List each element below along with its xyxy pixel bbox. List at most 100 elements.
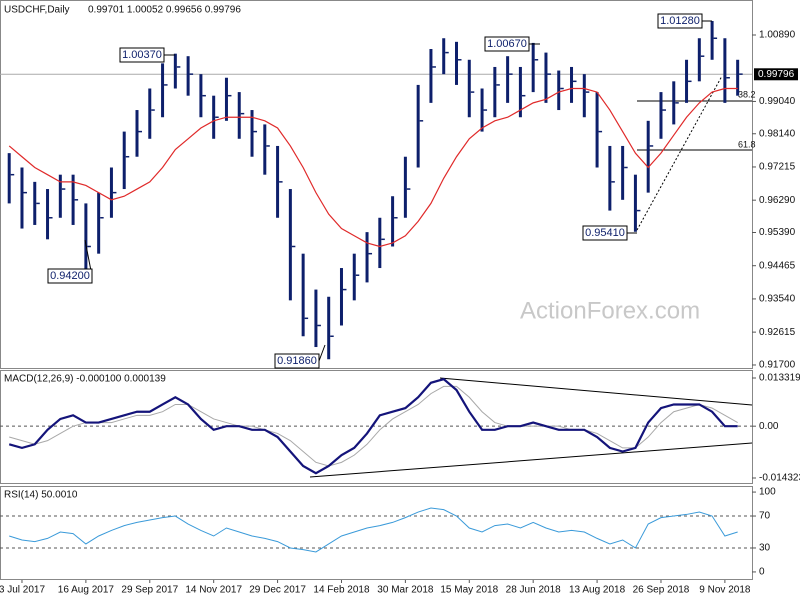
price-bar bbox=[46, 189, 50, 240]
price-bar bbox=[122, 131, 126, 190]
price-bar bbox=[263, 124, 267, 175]
price-bar bbox=[339, 268, 343, 326]
price-bar bbox=[33, 181, 37, 225]
y-tick-label: 0.96290 bbox=[759, 195, 796, 206]
price-bar bbox=[288, 189, 292, 301]
rsi-line bbox=[9, 507, 738, 553]
price-bar bbox=[212, 95, 216, 139]
callout-label: 1.00370 bbox=[122, 49, 162, 61]
price-bar bbox=[582, 74, 586, 118]
watermark: ActionForex.com bbox=[520, 297, 700, 324]
macd-label: MACD(12,26,9) -0.000100 0.000139 bbox=[4, 374, 166, 385]
price-bar bbox=[608, 145, 612, 211]
y-tick-label: 0.93540 bbox=[759, 294, 796, 305]
fib-label: 61.8 bbox=[738, 139, 756, 149]
x-tick-label: 3 Jul 2017 bbox=[0, 585, 45, 596]
price-bar bbox=[736, 59, 740, 96]
y-tick-label: 0.013319 bbox=[759, 373, 800, 384]
y-tick-label: 0.97215 bbox=[759, 162, 796, 173]
price-bar bbox=[58, 174, 62, 218]
price-bar bbox=[595, 92, 599, 168]
x-tick-label: 30 Mar 2018 bbox=[377, 585, 434, 596]
x-tick-label: 16 Aug 2017 bbox=[58, 585, 115, 596]
price-bar bbox=[557, 70, 561, 111]
quote: 0.99701 1.00052 0.99656 0.99796 bbox=[88, 5, 241, 16]
macd-signal bbox=[9, 385, 738, 467]
price-bar bbox=[237, 92, 241, 139]
x-tick-label: 26 Sep 2018 bbox=[633, 585, 690, 596]
price-bar bbox=[467, 59, 471, 118]
callout-box bbox=[484, 36, 530, 52]
price-bar bbox=[531, 42, 535, 93]
callout-line bbox=[318, 344, 326, 362]
macd-line bbox=[8, 377, 738, 475]
price-bar bbox=[633, 174, 637, 232]
price-bar bbox=[710, 21, 714, 60]
x-tick-label: 14 Feb 2018 bbox=[313, 585, 370, 596]
price-bar bbox=[20, 167, 24, 229]
macd-panel bbox=[0, 370, 753, 484]
price-bar bbox=[135, 110, 139, 157]
price-bar bbox=[455, 41, 458, 85]
price-bar bbox=[161, 63, 165, 118]
price-bar bbox=[570, 66, 574, 103]
price-bar bbox=[403, 156, 407, 218]
price-bar bbox=[276, 145, 280, 218]
price-bar bbox=[109, 167, 113, 218]
y-tick-label: 0.95390 bbox=[759, 227, 796, 238]
price-bar bbox=[314, 289, 318, 348]
y-tick-label: 70 bbox=[759, 511, 771, 522]
price-bar bbox=[71, 174, 75, 225]
price-bar bbox=[97, 192, 101, 254]
callout-box bbox=[119, 47, 165, 63]
trendline bbox=[636, 75, 723, 231]
x-tick-label: 14 Nov 2017 bbox=[185, 585, 242, 596]
price-bar bbox=[148, 88, 152, 139]
callout-label: 1.00670 bbox=[487, 38, 527, 50]
price-bar bbox=[391, 196, 395, 247]
callout-label: 0.95410 bbox=[585, 227, 625, 239]
price-bar bbox=[378, 217, 382, 269]
price-bar bbox=[518, 66, 522, 118]
y-tick-label: 0.94465 bbox=[759, 260, 796, 271]
price-bar bbox=[84, 203, 88, 276]
price-bar bbox=[493, 66, 497, 118]
price-bar bbox=[416, 84, 420, 168]
y-tick-label: 0.91700 bbox=[759, 360, 796, 371]
price-bar bbox=[7, 153, 11, 204]
y-tick-label: 0 bbox=[759, 567, 765, 578]
chart-title: USDCHF,Daily bbox=[4, 5, 70, 16]
rsi-label: RSI(14) 50.0010 bbox=[4, 490, 78, 501]
y-tick-label: 0.00 bbox=[759, 421, 779, 432]
callout-label: 1.01280 bbox=[660, 15, 700, 27]
price-bar bbox=[506, 56, 510, 103]
y-tick-label: 0.92615 bbox=[759, 327, 796, 338]
price-bar bbox=[224, 77, 228, 121]
y-tick-label: 1.00890 bbox=[759, 30, 796, 41]
price-bar bbox=[646, 120, 650, 193]
callout-box bbox=[47, 268, 93, 284]
y-tick-label: 0.98140 bbox=[759, 128, 796, 139]
y-tick-label: -0.014323 bbox=[759, 473, 800, 484]
price-bar bbox=[186, 56, 190, 96]
x-tick-label: 15 May 2018 bbox=[440, 585, 498, 596]
price-bar bbox=[697, 38, 701, 82]
callout-label: 0.91860 bbox=[277, 355, 317, 367]
x-tick-label: 29 Dec 2017 bbox=[249, 585, 306, 596]
y-tick-label: 0.99040 bbox=[759, 96, 796, 107]
price-bar bbox=[199, 74, 203, 118]
price-bar bbox=[442, 38, 446, 75]
x-tick-label: 28 Jun 2018 bbox=[506, 585, 561, 596]
price-bar bbox=[621, 145, 625, 200]
price-panel bbox=[0, 0, 753, 369]
macd-trendline bbox=[309, 442, 753, 478]
price-bar bbox=[723, 38, 727, 103]
price-bar bbox=[327, 296, 331, 360]
y-tick-label: 100 bbox=[759, 487, 776, 498]
callout-box bbox=[274, 353, 320, 369]
moving-average bbox=[8, 87, 738, 248]
price-bar bbox=[685, 59, 689, 103]
rsi-panel bbox=[0, 486, 753, 580]
